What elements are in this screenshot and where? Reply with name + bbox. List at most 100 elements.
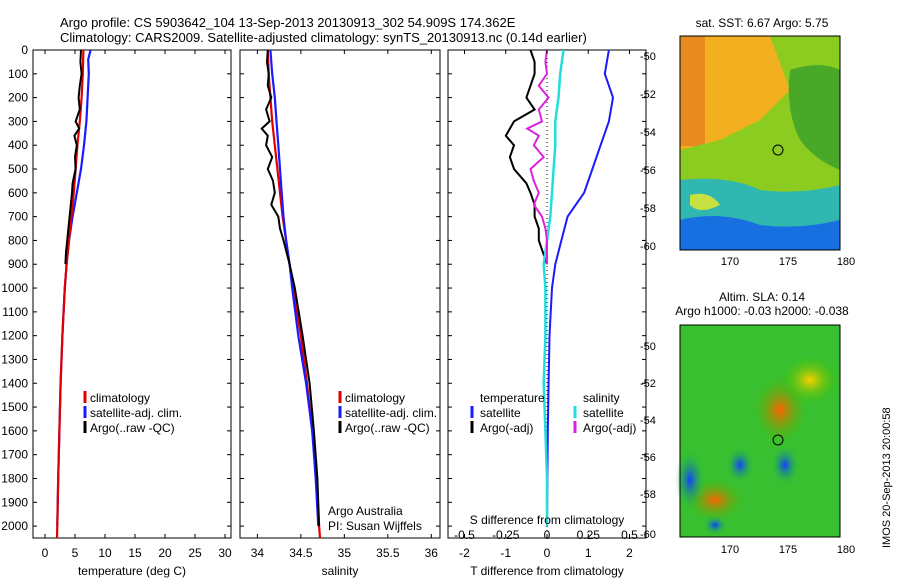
legend-satellite: satellite-adj. clim. xyxy=(345,406,437,420)
x-tick-label: 20 xyxy=(158,546,172,560)
sla-lon-175: 175 xyxy=(779,544,797,556)
sla-mid-northeast xyxy=(780,355,840,405)
difference-xlabel-top: S difference from climatology xyxy=(470,513,625,527)
s-tick-label: 0.25 xyxy=(577,528,601,542)
sla-argo-marker xyxy=(772,434,784,446)
difference-lines xyxy=(504,50,615,538)
annotation-pi: PI: Susan Wijffels xyxy=(328,519,422,533)
x-tick-label: 0 xyxy=(42,546,49,560)
depth-tick-label: 1800 xyxy=(1,471,28,485)
depth-tick-label: 1500 xyxy=(1,400,28,414)
s-tick-label: -0.5 xyxy=(454,528,475,542)
title-line-1: Argo profile: CS 5903642_104 13-Sep-2013… xyxy=(60,15,516,30)
depth-tick-label: 1400 xyxy=(1,376,28,390)
legend-argo: Argo(..raw -QC) xyxy=(345,421,430,435)
legend-sal-satellite: satellite xyxy=(583,406,624,420)
sst-lat-58: -58 xyxy=(640,203,656,215)
sal-diff-argo-line xyxy=(525,50,550,265)
temp-diff-argo-line xyxy=(504,50,548,265)
depth-tick-label: 1900 xyxy=(1,495,28,509)
sla-map-title-2: Argo h1000: -0.03 h2000: -0.038 xyxy=(675,304,849,318)
sst-argo-marker xyxy=(772,144,784,156)
depth-tick-label: 600 xyxy=(8,186,28,200)
sst-field-orange xyxy=(680,36,705,146)
temperature-lines xyxy=(55,50,92,538)
temperature-climatology-line xyxy=(55,50,85,538)
x-tick-label: 10 xyxy=(98,546,112,560)
sla-lat-56: -56 xyxy=(640,452,656,464)
depth-tick-label: 800 xyxy=(8,233,28,247)
difference-legend: temperature satellite Argo(-adj) salinit… xyxy=(470,391,636,435)
legend-climatology: climatology xyxy=(345,391,405,405)
temperature-argo-line xyxy=(64,50,83,265)
legend-temp-argo: Argo(-adj) xyxy=(480,421,533,435)
sla-low-south xyxy=(703,515,727,535)
sla-low-east xyxy=(771,445,799,485)
sla-lat-60: -60 xyxy=(640,529,656,541)
depth-tick-label: 100 xyxy=(8,67,28,81)
sla-lat-50: -50 xyxy=(640,341,656,353)
temp-diff-satellite-line xyxy=(546,50,615,527)
title-line-2: Climatology: CARS2009. Satellite-adjuste… xyxy=(60,30,587,45)
sla-map: -50 -52 -54 -56 -58 -60 170 175 180 xyxy=(640,324,855,556)
sst-lat-50: -50 xyxy=(640,51,656,63)
depth-tick-label: 900 xyxy=(8,257,28,271)
sla-lon-180: 180 xyxy=(837,544,855,556)
x-tick-label: 34.5 xyxy=(289,546,313,560)
sst-lon-175: 175 xyxy=(779,256,797,268)
sla-low-center xyxy=(726,447,754,483)
depth-tick-label: 300 xyxy=(8,114,28,128)
imos-watermark: IMOS 20-Sep-2013 20:00:58 xyxy=(881,407,893,548)
x-tick-label: 30 xyxy=(218,546,232,560)
sla-lat-54: -54 xyxy=(640,415,656,427)
s-tick-label: 0 xyxy=(544,528,551,542)
x-tick-label: 2 xyxy=(626,546,633,560)
x-tick-label: 25 xyxy=(188,546,202,560)
temperature-legend: climatology satellite-adj. clim. Argo(..… xyxy=(83,391,182,435)
sst-lat-56: -56 xyxy=(640,165,656,177)
sla-lat-52: -52 xyxy=(640,378,656,390)
legend-satellite: satellite-adj. clim. xyxy=(90,406,182,420)
depth-tick-label: 1000 xyxy=(1,281,28,295)
depth-tick-label: 700 xyxy=(8,210,28,224)
x-tick-label: 35.5 xyxy=(376,546,400,560)
sst-map-frame xyxy=(679,35,841,251)
sla-map-title-1: Altim. SLA: 0.14 xyxy=(719,290,805,304)
x-tick-label: 34 xyxy=(251,546,265,560)
sla-lat-58: -58 xyxy=(640,489,656,501)
depth-tick-label: 2000 xyxy=(1,519,28,533)
legend-salinity-heading: salinity xyxy=(583,391,620,405)
salinity-axes xyxy=(239,49,441,539)
sal-diff-satellite-line xyxy=(542,50,565,527)
salinity-satellite-line xyxy=(269,50,320,527)
depth-axis: 0 100 200 300 400 500 600 700 800 900 1000 1100 1200… xyxy=(1,43,646,533)
depth-tick-label: 400 xyxy=(8,138,28,152)
x-tick-label: 15 xyxy=(128,546,142,560)
legend-argo: Argo(..raw -QC) xyxy=(90,421,175,435)
sst-field-yellow-patch xyxy=(690,193,720,210)
legend-sal-argo: Argo(-adj) xyxy=(583,421,636,435)
sst-lon-170: 170 xyxy=(721,256,739,268)
sst-field-darkgreen xyxy=(788,65,840,170)
x-tick-label: -2 xyxy=(459,546,470,560)
legend-climatology: climatology xyxy=(90,391,150,405)
annotation-argo-australia: Argo Australia xyxy=(328,504,403,518)
legend-temp-satellite: satellite xyxy=(480,406,521,420)
sst-field-blue xyxy=(680,216,840,250)
x-tick-label: 5 xyxy=(72,546,79,560)
salinity-lines xyxy=(260,50,322,538)
legend-temperature-heading: temperature xyxy=(480,391,545,405)
sst-lon-180: 180 xyxy=(837,256,855,268)
sla-map-frame xyxy=(679,324,841,538)
sst-map-title: sat. SST: 6.67 Argo: 5.75 xyxy=(696,16,829,30)
salinity-argo-line xyxy=(260,50,321,527)
depth-tick-label: 0 xyxy=(21,43,28,57)
depth-tick-label: 1200 xyxy=(1,329,28,343)
depth-tick-label: 1700 xyxy=(1,448,28,462)
sla-lon-170: 170 xyxy=(721,544,739,556)
depth-tick-label: 1300 xyxy=(1,352,28,366)
x-tick-label: 35 xyxy=(338,546,352,560)
salinity-xlabel: salinity xyxy=(322,564,359,578)
temperature-satellite-line xyxy=(56,50,92,527)
